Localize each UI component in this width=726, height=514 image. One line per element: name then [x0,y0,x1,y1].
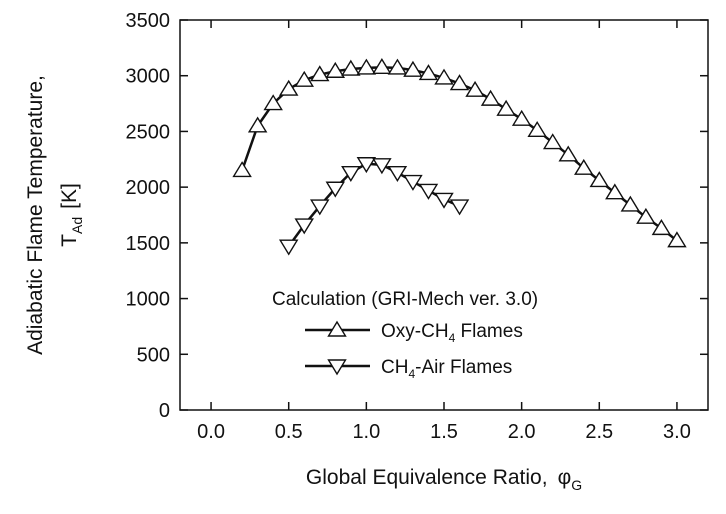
x-axis-symbol: φ [558,466,572,489]
data-point-1 [310,199,330,216]
data-point-0 [620,195,641,212]
data-point-0 [449,74,470,91]
y-axis-title-line2: TAd [K] [58,183,85,247]
y-tick-label: 3000 [126,66,171,88]
data-point-1 [325,181,346,198]
y-tick-label: 0 [159,400,170,422]
data-point-1 [294,218,314,235]
legend-marker-oxy [327,320,347,337]
data-point-1 [418,183,439,200]
legend-label-air-post: -Air Flames [415,357,512,378]
data-point-1 [449,199,470,216]
data-point-0 [605,183,625,200]
x-axis-title-main: Global Equivalence Ratio, [306,466,548,489]
data-point-0 [527,120,547,138]
data-point-1 [372,158,392,175]
data-point-1 [434,192,454,209]
y-tick-label: 2000 [126,177,171,199]
x-axis-subscript: G [571,477,582,493]
legend-entry-oxy: Oxy-CH4 Flames [305,320,523,345]
y-axis-title: Adiabatic Flame Temperature, TAd [K] [24,75,85,355]
y-tick-label: 3500 [126,10,171,32]
data-point-0 [341,59,361,76]
data-point-0 [310,65,330,82]
y-tick-label: 500 [137,344,170,366]
legend-label-air-sub: 4 [408,367,415,381]
legend-label-oxy-sub: 4 [449,331,456,345]
y-axis-subscript: Ad [69,217,85,234]
legend-label-air: CH4-Air Flames [381,357,512,381]
legend-label-oxy-pre: Oxy-CH [381,321,449,342]
y-axis-symbol: T [58,234,81,247]
y-tick-label: 2500 [126,121,171,143]
x-axis-title: Global Equivalence Ratio, φG [306,466,582,493]
data-point-0 [372,58,392,75]
legend-marker-air [327,359,347,376]
data-point-0 [294,70,314,87]
data-point-0 [651,219,672,236]
data-point-1 [341,165,361,183]
y-tick-label: 1000 [126,289,171,311]
data-point-0 [403,60,423,77]
y-axis-unit: [K] [58,183,81,209]
data-point-0 [434,68,454,85]
x-tick-label: 2.5 [585,421,613,443]
y-axis-title-line1: Adiabatic Flame Temperature, [24,75,47,355]
data-point-1 [356,157,377,174]
data-point-0 [542,133,563,150]
legend-label-oxy-post: Flames [455,321,523,342]
data-point-0 [418,64,439,81]
data-point-0 [558,145,578,162]
axis-ticks: 0.0 0.5 1.0 1.5 2.0 2.5 3.0 0 500 1000 1500 2000 250… [126,10,708,443]
data-point-0 [496,99,516,116]
data-point-0 [511,109,532,126]
data-point-0 [387,58,408,75]
data-point-0 [589,171,610,188]
legend: Calculation (GRI-Mech ver. 3.0) Oxy-CH4 … [272,289,538,381]
data-point-0 [278,79,299,96]
data-point-1 [403,174,423,191]
data-point-0 [636,207,656,224]
data-point-0 [480,89,501,106]
data-point-1 [278,239,299,256]
data-point-0 [667,231,687,248]
data-point-0 [465,80,485,97]
data-point-0 [263,94,283,111]
data-point-0 [574,158,594,175]
legend-label-air-pre: CH [381,357,408,378]
data-point-0 [247,116,268,133]
x-tick-label: 1.0 [352,421,380,443]
legend-entry-air: CH4-Air Flames [305,357,512,381]
x-tick-label: 2.0 [508,421,536,443]
data-point-1 [387,165,408,183]
data-point-0 [325,61,346,78]
x-tick-label: 1.5 [430,421,458,443]
legend-title: Calculation (GRI-Mech ver. 3.0) [272,289,538,310]
x-tick-label: 0.0 [197,421,225,443]
x-tick-label: 0.5 [275,421,303,443]
legend-label-oxy: Oxy-CH4 Flames [381,321,523,345]
y-tick-label: 1500 [126,233,171,255]
series-layer [232,58,687,256]
x-tick-label: 3.0 [663,421,691,443]
data-point-0 [356,58,377,75]
data-point-0 [232,161,252,178]
